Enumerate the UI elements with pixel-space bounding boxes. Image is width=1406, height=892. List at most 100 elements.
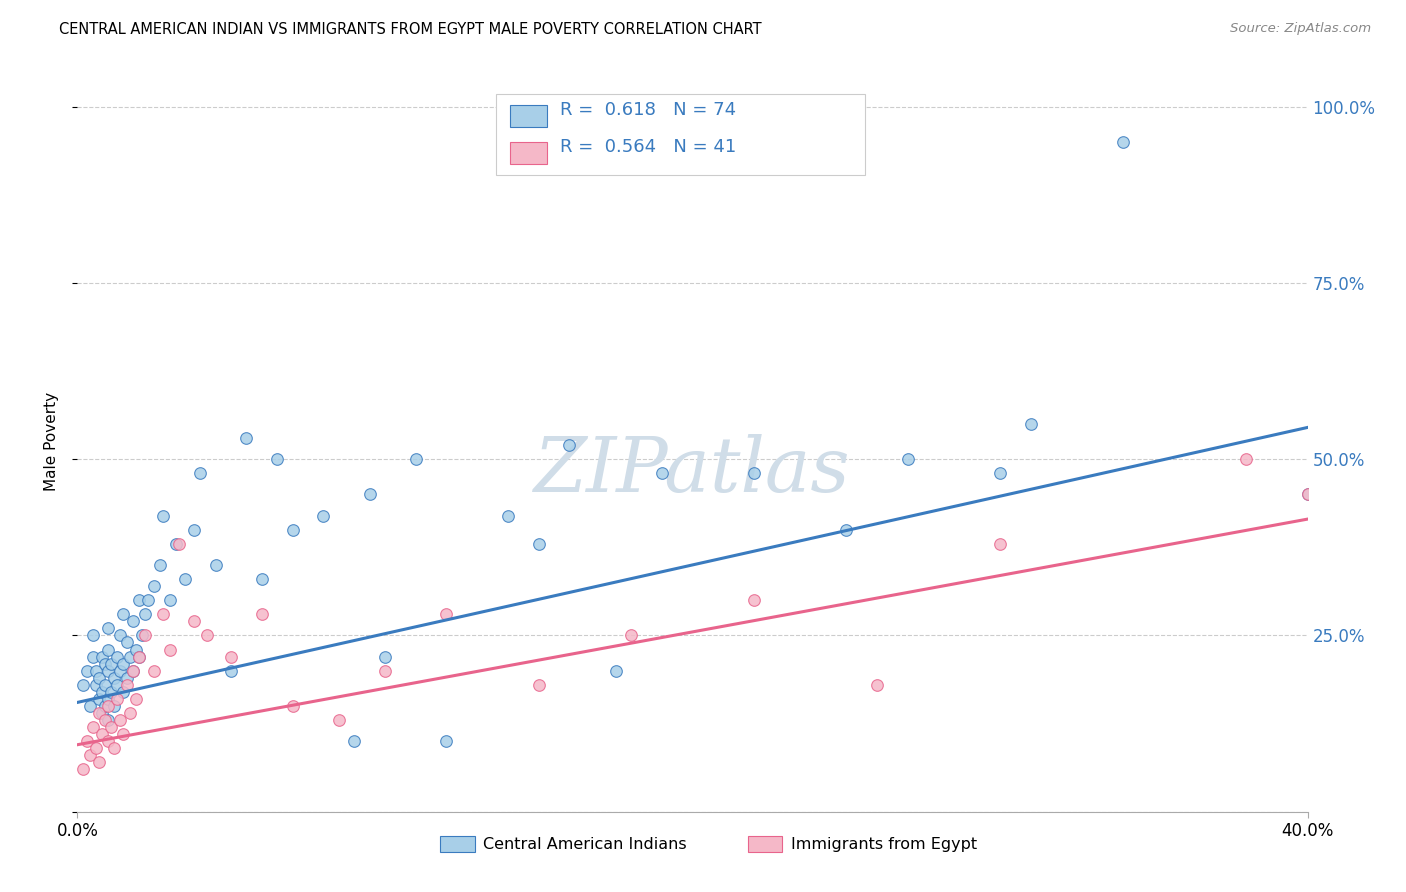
Point: [79, 748, 101, 763]
Point: [281, 523, 304, 537]
Point: [651, 467, 673, 481]
Point: [131, 628, 153, 642]
Point: [97, 692, 120, 706]
Point: [312, 508, 335, 523]
Point: [97, 642, 120, 657]
FancyBboxPatch shape: [748, 836, 782, 853]
Point: [82, 649, 104, 664]
Point: [183, 523, 205, 537]
Point: [159, 593, 181, 607]
Point: [103, 698, 125, 713]
Point: [281, 698, 304, 713]
Point: [152, 508, 174, 523]
Point: [115, 635, 138, 649]
Point: [436, 607, 458, 622]
Point: [149, 558, 172, 572]
Point: [121, 615, 143, 629]
Point: [1112, 135, 1135, 149]
Point: [72, 678, 94, 692]
Point: [125, 692, 148, 706]
Point: [195, 628, 218, 642]
Point: [121, 664, 143, 678]
Point: [90, 727, 114, 741]
Point: [84, 678, 107, 692]
Point: [742, 593, 765, 607]
Point: [374, 649, 396, 664]
Point: [219, 649, 242, 664]
Point: [84, 664, 107, 678]
Point: [496, 508, 519, 523]
FancyBboxPatch shape: [496, 94, 865, 175]
Point: [72, 763, 94, 777]
Point: [128, 593, 150, 607]
Point: [84, 741, 107, 756]
Point: [112, 607, 135, 622]
Point: [82, 720, 104, 734]
Point: [100, 657, 122, 671]
Point: [90, 685, 114, 699]
Point: [134, 628, 156, 642]
Point: [1296, 487, 1319, 501]
Point: [165, 537, 187, 551]
Point: [159, 642, 181, 657]
Point: [343, 734, 366, 748]
Point: [167, 537, 190, 551]
Point: [128, 649, 150, 664]
Point: [94, 713, 117, 727]
Point: [436, 734, 458, 748]
Point: [110, 628, 132, 642]
Point: [82, 628, 104, 642]
Point: [897, 452, 920, 467]
Point: [558, 438, 581, 452]
Point: [115, 671, 138, 685]
Point: [121, 664, 143, 678]
Point: [115, 678, 138, 692]
Point: [87, 692, 110, 706]
Point: [988, 537, 1011, 551]
Point: [76, 734, 98, 748]
Point: [742, 467, 765, 481]
Point: [374, 664, 396, 678]
Point: [988, 467, 1011, 481]
Point: [204, 558, 226, 572]
Point: [97, 713, 120, 727]
Point: [143, 664, 166, 678]
Point: [97, 734, 120, 748]
Point: [866, 678, 889, 692]
Point: [105, 649, 128, 664]
Point: [250, 607, 273, 622]
Y-axis label: Male Poverty: Male Poverty: [44, 392, 59, 491]
Point: [143, 579, 166, 593]
Point: [605, 664, 627, 678]
Point: [118, 649, 141, 664]
Point: [97, 664, 120, 678]
Point: [152, 607, 174, 622]
FancyBboxPatch shape: [510, 104, 547, 127]
Point: [128, 649, 150, 664]
Text: Central American Indians: Central American Indians: [484, 837, 688, 852]
Point: [359, 487, 381, 501]
Point: [527, 537, 550, 551]
Text: R =  0.564   N = 41: R = 0.564 N = 41: [560, 138, 735, 156]
Point: [1234, 452, 1257, 467]
Point: [97, 698, 120, 713]
Point: [112, 657, 135, 671]
Point: [620, 628, 643, 642]
FancyBboxPatch shape: [440, 836, 475, 853]
Point: [110, 664, 132, 678]
Point: [125, 642, 148, 657]
Text: Source: ZipAtlas.com: Source: ZipAtlas.com: [1230, 22, 1371, 36]
Point: [76, 664, 98, 678]
Point: [103, 671, 125, 685]
Point: [835, 523, 858, 537]
Point: [188, 467, 212, 481]
Point: [250, 572, 273, 586]
Point: [136, 593, 159, 607]
Point: [94, 698, 117, 713]
Point: [1296, 487, 1319, 501]
Point: [90, 649, 114, 664]
Point: [87, 706, 110, 720]
Point: [105, 678, 128, 692]
FancyBboxPatch shape: [510, 142, 547, 164]
Text: R =  0.618   N = 74: R = 0.618 N = 74: [560, 101, 735, 119]
